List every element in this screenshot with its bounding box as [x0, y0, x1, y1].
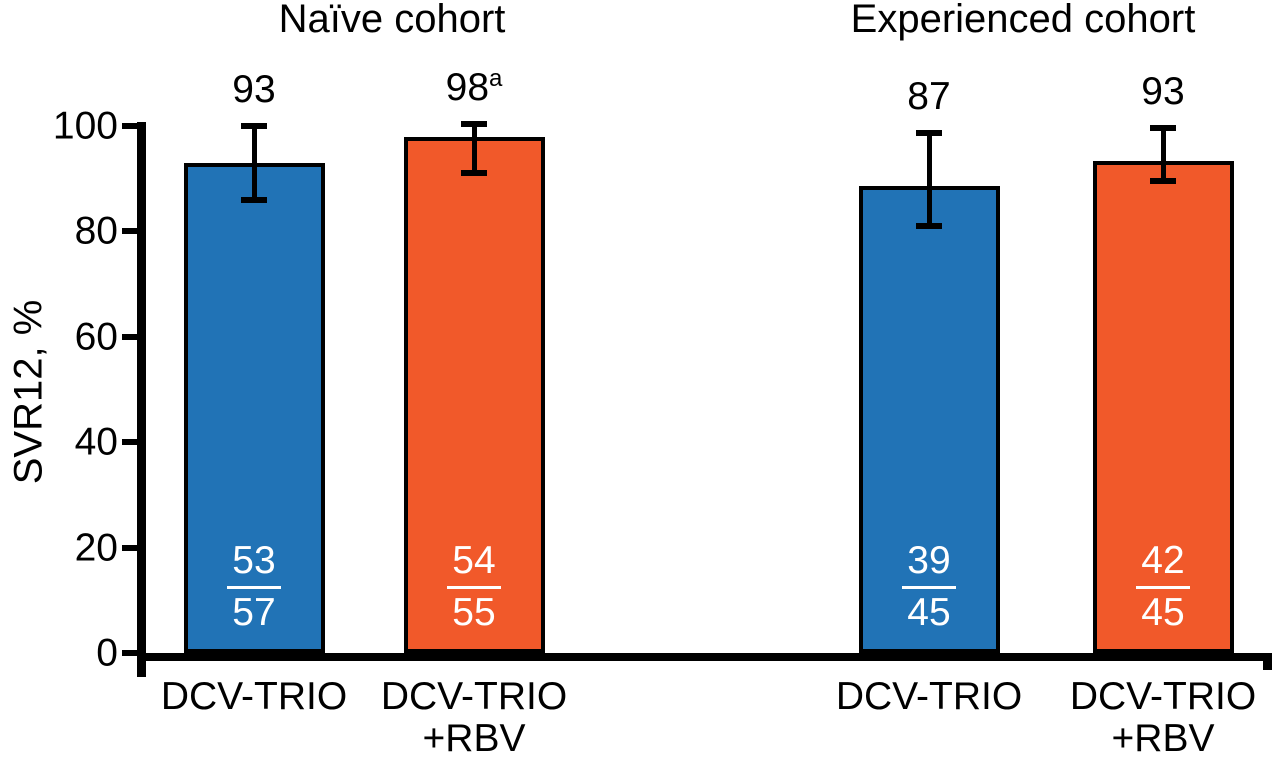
x-label-experienced-cohort-dcv-trio: DCV-TRIO — [836, 676, 1022, 718]
fraction-denominator: 45 — [1141, 591, 1185, 635]
error-cap-top-na-ve-cohort-dcv-trio — [241, 123, 267, 129]
error-cap-top-experienced-cohort-dcv-trio-rbv — [1150, 124, 1176, 131]
error-bar-na-ve-cohort-dcv-trio-rbv — [471, 124, 477, 174]
cohort-title-na-ve-cohort: Naïve cohort — [278, 0, 506, 41]
error-cap-bottom-experienced-cohort-dcv-trio — [916, 223, 942, 230]
y-tick-label-40: 40 — [74, 420, 118, 464]
error-bar-experienced-cohort-dcv-trio-rbv — [1160, 127, 1166, 182]
y-tick-mark-40 — [122, 439, 140, 446]
y-tick-label-20: 20 — [74, 526, 118, 570]
x-label-na-ve-cohort-dcv-trio: DCV-TRIO — [161, 676, 347, 718]
x-label-line: DCV-TRIO — [835, 675, 1023, 718]
error-cap-bottom-na-ve-cohort-dcv-trio — [241, 196, 267, 203]
y-tick-mark-20 — [122, 544, 140, 551]
x-axis-end-tick — [1263, 653, 1272, 670]
y-axis-line — [137, 122, 146, 677]
error-cap-top-experienced-cohort-dcv-trio — [916, 129, 942, 136]
fraction-numerator: 39 — [902, 539, 956, 590]
fraction-label-na-ve-cohort-dcv-trio: 53 57 — [188, 539, 321, 635]
value-label-na-ve-cohort-dcv-trio-rbv: 98a — [445, 65, 503, 110]
y-tick-label-80: 80 — [74, 209, 118, 253]
value-label-experienced-cohort-dcv-trio-rbv: 93 — [1141, 69, 1185, 113]
error-cap-top-na-ve-cohort-dcv-trio-rbv — [461, 121, 487, 128]
x-label-experienced-cohort-dcv-trio-rbv: DCV-TRIO +RBV — [1070, 676, 1256, 760]
y-tick-mark-60 — [122, 333, 140, 340]
fraction-denominator: 45 — [907, 591, 951, 635]
value-label-na-ve-cohort-dcv-trio: 93 — [232, 68, 276, 111]
fraction-label-na-ve-cohort-dcv-trio-rbv: 54 55 — [408, 539, 541, 635]
x-label-line: DCV-TRIO — [1069, 675, 1257, 718]
fraction-denominator: 57 — [232, 591, 276, 635]
x-label-line: +RBV — [422, 717, 526, 760]
fraction-label-experienced-cohort-dcv-trio-rbv: 42 45 — [1097, 539, 1230, 635]
y-tick-label-0: 0 — [96, 631, 118, 675]
y-tick-mark-0 — [122, 650, 140, 656]
fraction-label-experienced-cohort-dcv-trio: 39 45 — [863, 539, 996, 635]
fraction-numerator: 53 — [227, 539, 281, 590]
bar-na-ve-cohort-dcv-trio-rbv: 54 55 — [403, 136, 545, 653]
value-superscript: a — [489, 65, 503, 93]
x-label-na-ve-cohort-dcv-trio-rbv: DCV-TRIO +RBV — [381, 676, 567, 760]
error-bar-na-ve-cohort-dcv-trio — [251, 126, 257, 200]
fraction-denominator: 55 — [452, 591, 496, 635]
y-tick-label-100: 100 — [52, 104, 118, 148]
bar-experienced-cohort-dcv-trio-rbv: 42 45 — [1092, 160, 1234, 653]
cohort-title-experienced-cohort: Experienced cohort — [850, 0, 1196, 41]
fraction-numerator: 42 — [1136, 539, 1190, 590]
x-label-line: DCV-TRIO — [160, 675, 348, 718]
error-bar-experienced-cohort-dcv-trio — [926, 132, 932, 227]
bar-experienced-cohort-dcv-trio: 39 45 — [858, 185, 1000, 653]
error-cap-bottom-experienced-cohort-dcv-trio-rbv — [1150, 178, 1176, 185]
y-tick-mark-80 — [122, 228, 140, 235]
value-label-experienced-cohort-dcv-trio: 87 — [907, 74, 951, 118]
y-tick-label-60: 60 — [74, 315, 118, 359]
x-label-line: DCV-TRIO — [380, 675, 568, 718]
bar-na-ve-cohort-dcv-trio: 53 57 — [183, 162, 325, 653]
x-axis-line — [137, 653, 1272, 661]
y-tick-mark-100 — [122, 123, 140, 129]
x-label-line: +RBV — [1111, 717, 1215, 760]
error-cap-bottom-na-ve-cohort-dcv-trio-rbv — [461, 170, 487, 177]
fraction-numerator: 54 — [447, 539, 501, 590]
